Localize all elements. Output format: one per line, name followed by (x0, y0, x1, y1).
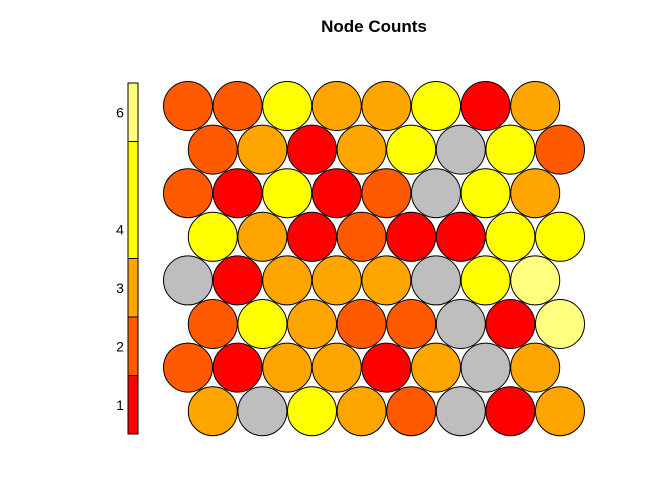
colorbar-segment-2 (128, 317, 138, 376)
colorbar-tick-label: 1 (116, 397, 124, 413)
node-cell-r2-c1 (187, 124, 238, 175)
colorbar-segment-5 (128, 141, 138, 200)
node-cell-r1-c6 (411, 81, 461, 131)
colorbar-segment-1 (128, 375, 138, 434)
node-cell-r8-c7 (485, 386, 536, 437)
node-cell-r3-c8 (510, 168, 561, 219)
node-cell-r3-c1 (163, 168, 213, 219)
node-cell-r8-c8 (535, 386, 585, 437)
colorbar-tick-label: 3 (116, 280, 124, 296)
colorbar-tick-label: 2 (116, 338, 124, 354)
node-cell-r5-c1 (163, 255, 213, 306)
chart-title: Node Counts (321, 17, 427, 36)
node-cell-r2-c5 (386, 124, 437, 175)
node-cell-r2-c3 (287, 124, 337, 175)
som-node-grid (163, 81, 585, 437)
node-cell-r4-c7 (485, 211, 536, 262)
node-cell-r5-c6 (411, 255, 461, 306)
node-cell-r3-c3 (262, 168, 313, 219)
colorbar-tick-label: 4 (116, 221, 124, 237)
node-cell-r7-c2 (212, 342, 263, 393)
node-cell-r2-c6 (435, 124, 486, 175)
node-cell-r4-c1 (187, 211, 238, 262)
node-cell-r6-c5 (386, 299, 437, 349)
node-cell-r1-c8 (510, 81, 561, 131)
node-cell-r4-c4 (336, 211, 387, 262)
node-cell-r2-c4 (336, 124, 387, 175)
node-cell-r6-c3 (287, 299, 337, 349)
node-cell-r8-c4 (336, 386, 387, 437)
node-cell-r7-c8 (510, 342, 561, 393)
node-cell-r7-c1 (163, 342, 213, 393)
node-cell-r3-c7 (460, 168, 511, 219)
node-cell-r3-c5 (361, 168, 412, 219)
node-cell-r4-c6 (435, 211, 486, 262)
node-cell-r8-c6 (435, 386, 486, 437)
node-cell-r4-c8 (535, 211, 585, 262)
colorbar-outline (127, 82, 139, 435)
node-cell-r1-c3 (262, 81, 313, 131)
node-cell-r1-c1 (163, 81, 213, 131)
node-cell-r1-c2 (212, 81, 263, 131)
node-cell-r6-c7 (485, 299, 536, 349)
node-cell-r6-c6 (435, 299, 486, 349)
colorbar-segment-3 (128, 258, 138, 317)
node-cell-r3-c6 (411, 168, 461, 219)
node-cell-r6-c8 (535, 299, 585, 349)
node-cell-r5-c7 (460, 255, 511, 306)
node-cell-r8-c1 (187, 386, 238, 437)
node-cell-r5-c2 (212, 255, 263, 306)
node-cell-r6-c1 (187, 299, 238, 349)
node-cell-r8-c2 (237, 386, 288, 437)
colorbar-tick-label: 6 (116, 104, 124, 120)
node-cell-r6-c2 (237, 299, 288, 349)
node-cell-r2-c8 (535, 124, 585, 175)
node-cell-r2-c2 (237, 124, 288, 175)
colorbar-segment-4 (128, 200, 138, 259)
node-cell-r5-c4 (311, 255, 362, 306)
colorbar-segment-6 (128, 83, 138, 142)
node-cell-r5-c8 (510, 255, 561, 306)
node-cell-r3-c4 (311, 168, 362, 219)
node-cell-r2-c7 (485, 124, 536, 175)
node-cell-r7-c7 (460, 342, 511, 393)
colorbar-legend: 1 2 3 4 6 (116, 82, 139, 435)
node-cell-r7-c5 (361, 342, 412, 393)
node-cell-r4-c3 (287, 211, 337, 262)
node-cell-r4-c5 (386, 211, 437, 262)
node-cell-r1-c7 (460, 81, 511, 131)
node-cell-r7-c3 (262, 342, 313, 393)
node-cell-r7-c4 (311, 342, 362, 393)
node-cell-r1-c5 (361, 81, 412, 131)
node-cell-r3-c2 (212, 168, 263, 219)
node-cell-r5-c5 (361, 255, 412, 306)
node-cell-r4-c2 (237, 211, 288, 262)
node-cell-r1-c4 (311, 81, 362, 131)
node-cell-r7-c6 (411, 342, 461, 393)
node-cell-r6-c4 (336, 299, 387, 349)
node-cell-r5-c3 (262, 255, 313, 306)
node-cell-r8-c3 (287, 386, 337, 437)
node-cell-r8-c5 (386, 386, 437, 437)
